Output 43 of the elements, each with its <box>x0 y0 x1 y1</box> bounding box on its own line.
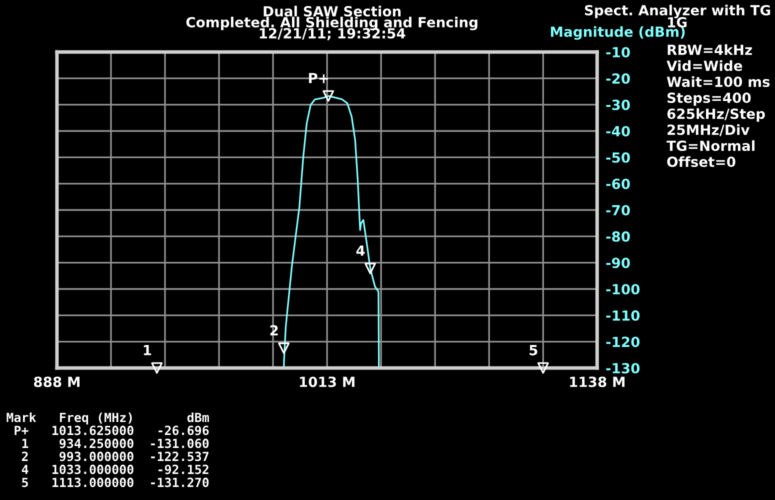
y-tick-label: -10 <box>606 46 630 58</box>
y-tick-label: -100 <box>606 284 640 294</box>
point <box>364 262 376 274</box>
y-tick-label: -60 <box>606 178 630 190</box>
text: 2 993.000000 -122.537 <box>22 452 208 462</box>
text: TG=Normal <box>666 140 754 152</box>
text: 5 1113.000000 -131.270 <box>22 478 209 488</box>
y-tick-label: -40 <box>606 126 630 136</box>
y-tick-label: -50 <box>606 152 630 163</box>
point <box>322 90 334 102</box>
text: Mark Freq (MHz) dBm <box>6 412 209 425</box>
annotation: 1 <box>144 345 152 356</box>
text: Wait=100 ms <box>666 76 770 88</box>
text: 12/21/11; 19:32:54 <box>260 28 406 40</box>
x-tick-label: 1013 M <box>300 376 354 388</box>
text: Offset=0 <box>667 156 736 168</box>
text: 4 1033.000000 -92.152 <box>22 464 208 474</box>
y-tick-label: -110 <box>606 310 640 321</box>
y-tick-label: -70 <box>606 204 630 216</box>
y-tick-label: -90 <box>606 258 630 268</box>
text: 1 934.250000 -131.060 <box>22 438 209 448</box>
point <box>151 362 163 374</box>
y-tick-label: -130 <box>606 362 640 374</box>
x-tick-label: 888 M <box>34 376 80 388</box>
annotation: 5 <box>530 345 538 356</box>
y-tick-label: -80 <box>606 231 630 242</box>
point <box>278 342 290 354</box>
text: 625kHz/Step <box>667 108 765 122</box>
text: P+ 1013.625000 -26.696 <box>14 426 209 436</box>
text: Vid=Wide <box>666 60 742 72</box>
point <box>537 362 549 374</box>
annotation: 4 <box>356 246 365 256</box>
text: Steps=400 <box>667 92 751 106</box>
x-tick-label: 1138 M <box>570 376 625 388</box>
text: 25MHz/Div <box>668 124 750 136</box>
text: RBW=4kHz <box>668 44 752 55</box>
text: 1G <box>668 17 687 28</box>
y-axis-title: Magnitude (dBm) <box>550 26 685 40</box>
chart-title: Dual SAW Section <box>264 6 401 17</box>
y-tick-label: -30 <box>606 100 630 110</box>
y-tick-label: -120 <box>606 336 640 348</box>
text: Spect. Analyzer with TG <box>584 4 770 18</box>
y-tick-label: -20 <box>606 73 630 84</box>
